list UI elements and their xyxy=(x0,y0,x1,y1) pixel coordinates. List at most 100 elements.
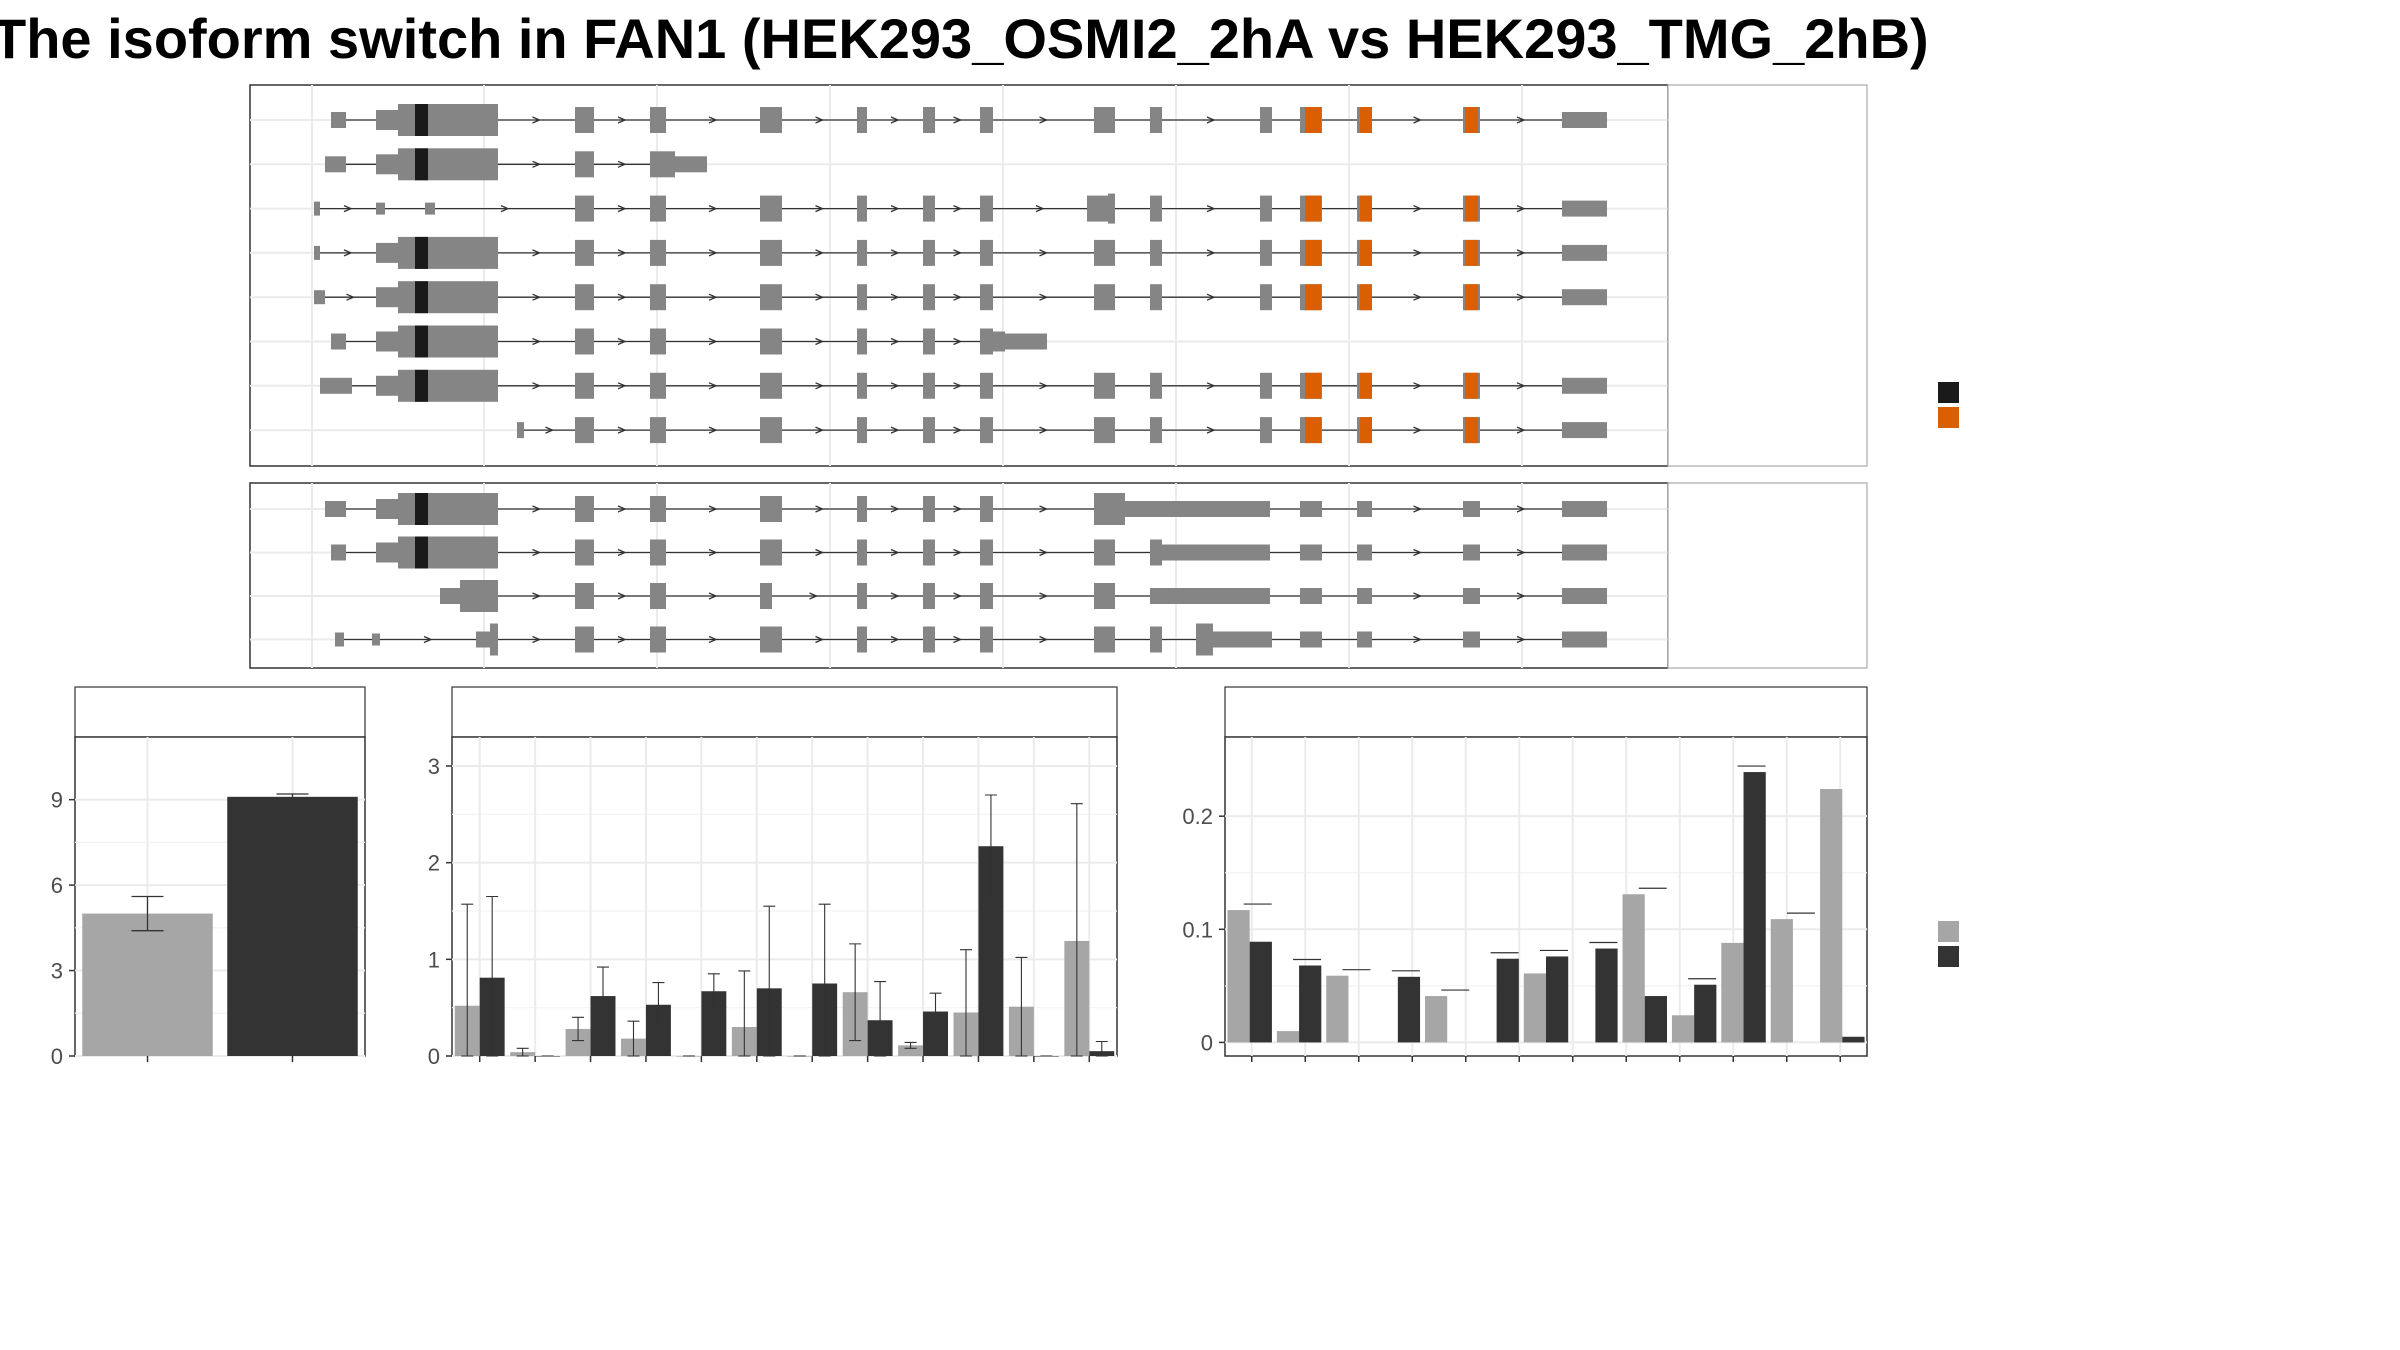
exon-block xyxy=(857,539,867,566)
intron-arrow xyxy=(708,382,718,390)
exon-block xyxy=(1260,239,1272,266)
exon-block xyxy=(575,626,594,653)
y-tick-label: 2 xyxy=(428,851,440,876)
exon-block xyxy=(650,328,666,355)
y-tick-label: 0 xyxy=(1201,1030,1213,1055)
exon-block xyxy=(376,331,398,352)
exon-block xyxy=(675,156,707,173)
exon-block xyxy=(1150,588,1270,604)
intron-arrow xyxy=(532,160,542,168)
isoform-usage-bar xyxy=(1299,965,1322,1043)
intron-arrow xyxy=(953,249,963,257)
exon-block xyxy=(1150,372,1162,399)
exon-block xyxy=(1150,417,1162,444)
vrr-nuc-domain xyxy=(1305,195,1321,222)
exon-block xyxy=(1213,631,1272,648)
intron-arrow xyxy=(708,293,718,301)
error-bar xyxy=(597,966,610,1026)
isoform-expression-bar xyxy=(898,1045,924,1056)
exon-block xyxy=(760,539,782,566)
exon-block xyxy=(1150,284,1162,311)
isoform-usage-bar xyxy=(1326,975,1349,1043)
exon-block xyxy=(923,239,935,266)
condition-legend-swatch xyxy=(1938,946,1959,967)
exon-block xyxy=(980,372,993,399)
exon-block xyxy=(760,239,782,266)
y-tick-label: 0 xyxy=(428,1044,440,1069)
exon-block xyxy=(398,281,498,314)
intron-arrow xyxy=(1413,592,1423,600)
isoform-usage-bar xyxy=(1546,956,1569,1043)
intron-arrow xyxy=(815,249,825,257)
intron-arrow xyxy=(1516,505,1526,513)
intron-arrow xyxy=(617,426,627,434)
intron-arrow xyxy=(500,205,510,213)
exon-block xyxy=(1108,193,1115,224)
exon-block xyxy=(517,422,524,439)
vrr-nuc-domain xyxy=(1360,107,1372,133)
intron-arrow xyxy=(1039,592,1049,600)
intron-arrow xyxy=(1039,548,1049,557)
exon-block xyxy=(1300,544,1322,561)
y-tick-label: 3 xyxy=(51,959,63,984)
exon-block xyxy=(857,195,867,222)
exon-block xyxy=(575,417,594,444)
exon-block xyxy=(980,239,993,266)
exon-block xyxy=(1094,539,1115,566)
exon-block xyxy=(760,417,782,444)
exon-block xyxy=(760,588,770,604)
intron-arrow xyxy=(1413,249,1423,257)
condition-legend xyxy=(1938,921,1959,967)
facet-strip xyxy=(1667,482,1868,669)
vrr-nuc-domain xyxy=(1305,372,1321,399)
exon-block xyxy=(575,583,594,609)
exon-block xyxy=(1094,493,1125,525)
intron-arrow xyxy=(1516,205,1526,213)
isoform-structure-panel xyxy=(249,84,1868,669)
exon-block xyxy=(760,328,782,355)
idr-domain xyxy=(415,369,428,402)
intron-arrow xyxy=(708,426,718,434)
error-bar xyxy=(652,981,665,1028)
intron-arrow xyxy=(423,635,433,644)
vrr-nuc-domain xyxy=(1305,417,1321,444)
isoform-usage-chart: 0 0.1 0.2 xyxy=(1182,686,1868,1062)
exon-block xyxy=(1196,623,1213,656)
exon-block xyxy=(650,583,666,609)
error-bar xyxy=(818,903,831,1057)
intron-arrow xyxy=(953,426,963,434)
exon-block xyxy=(1260,195,1272,222)
intron-arrow xyxy=(1413,382,1423,390)
error-bar xyxy=(874,981,887,1057)
exon-block xyxy=(476,631,490,648)
exon-block xyxy=(1094,284,1115,311)
intron-arrow xyxy=(1413,505,1423,513)
intron-arrow xyxy=(545,426,555,434)
idr-domain xyxy=(415,281,428,314)
exon-block xyxy=(1562,544,1607,561)
exon-block xyxy=(325,501,346,517)
exon-block xyxy=(650,417,666,444)
exon-block xyxy=(923,417,935,444)
exon-block xyxy=(1463,588,1480,604)
exon-block xyxy=(1150,544,1270,561)
exon-block xyxy=(857,239,867,266)
intron-arrow xyxy=(617,382,627,390)
exon-block xyxy=(376,242,398,263)
exon-block xyxy=(1463,544,1480,561)
exon-block xyxy=(1357,588,1372,604)
exon-block xyxy=(1300,631,1322,648)
exon-block xyxy=(1562,588,1607,604)
exon-block xyxy=(575,239,594,266)
exon-block xyxy=(1300,501,1322,517)
vrr-nuc-domain xyxy=(1360,239,1372,266)
error-bar xyxy=(904,1041,917,1049)
intron-arrow xyxy=(1413,548,1423,557)
intron-arrow xyxy=(532,592,542,600)
error-bar xyxy=(959,949,972,1057)
exon-block xyxy=(980,626,993,653)
exon-block xyxy=(980,284,993,311)
exon-block xyxy=(980,583,993,609)
exon-block xyxy=(650,626,666,653)
exon-block xyxy=(857,328,867,355)
